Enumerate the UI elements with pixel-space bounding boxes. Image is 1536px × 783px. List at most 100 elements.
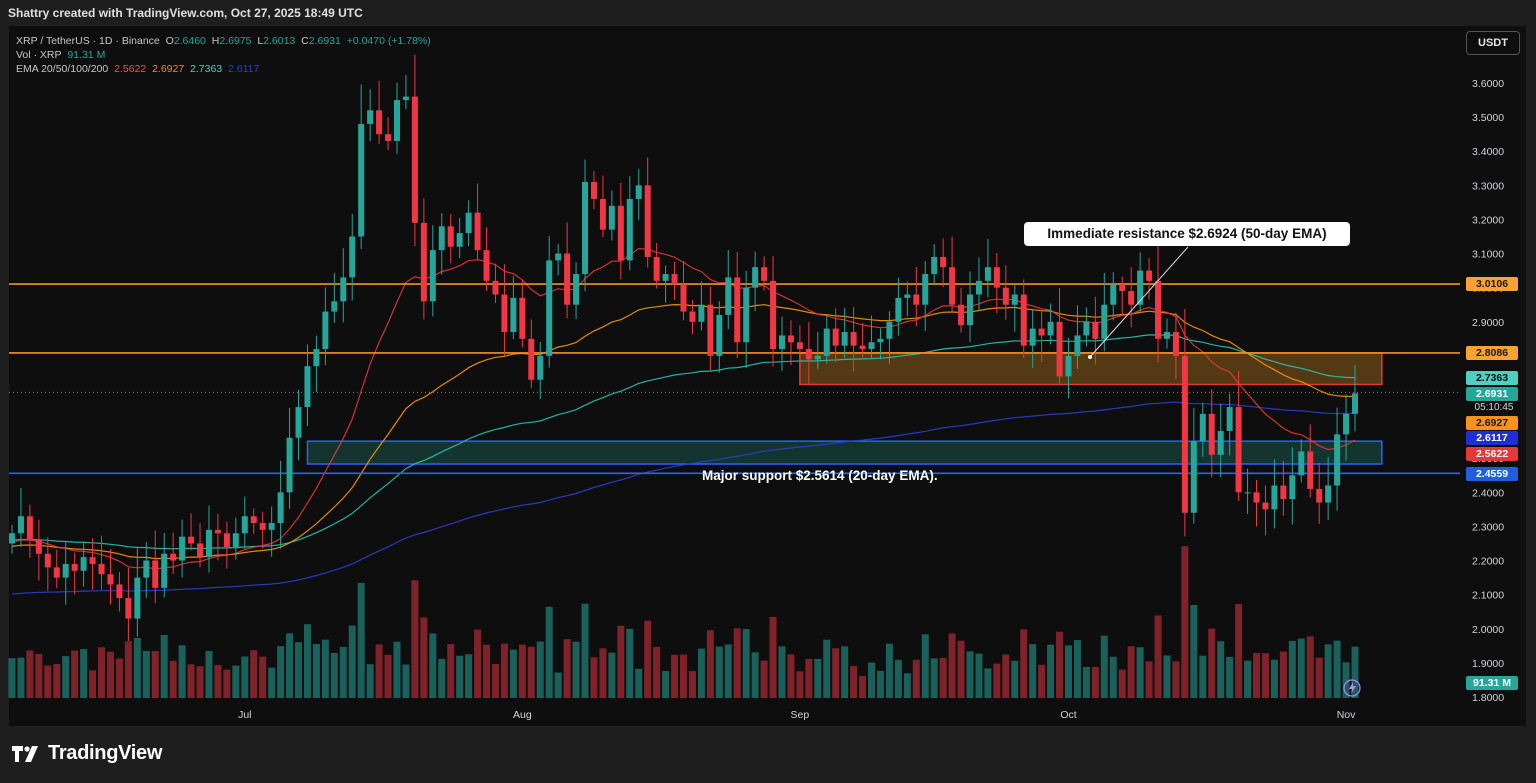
candle — [823, 314, 830, 364]
legend-symbol[interactable]: XRP / TetherUS · 1D · Binance — [16, 35, 160, 47]
volume-bar — [975, 653, 983, 698]
volume-bar — [850, 665, 858, 698]
candle-body — [984, 267, 991, 281]
volume-bar — [1118, 669, 1126, 698]
volume-bar — [80, 649, 88, 698]
resistance-annotation: Immediate resistance $2.6924 (50-day EMA… — [1024, 222, 1350, 246]
candle-body — [680, 284, 687, 312]
tradingview-logo[interactable]: TradingView — [12, 742, 162, 765]
volume-bar — [1109, 656, 1117, 698]
candle-body — [537, 355, 544, 380]
candle-body — [205, 529, 212, 558]
legend-volume-row[interactable]: Vol · XRP 91.31 M — [16, 48, 431, 62]
candle-body — [671, 274, 678, 285]
candle — [1020, 279, 1027, 358]
candle-body — [358, 123, 365, 237]
candle-body — [268, 523, 275, 530]
volume-bar — [1082, 666, 1090, 698]
candle — [26, 504, 33, 558]
candle — [1271, 459, 1278, 529]
close-label: C — [301, 35, 309, 47]
candle — [573, 262, 580, 320]
tradingview-logo-text: TradingView — [48, 742, 163, 764]
volume-bar — [1270, 659, 1278, 698]
volume-bar — [1253, 652, 1261, 698]
volume-bar — [1226, 656, 1234, 698]
candle — [1325, 457, 1332, 521]
volume-bar — [205, 650, 213, 698]
candle-body — [393, 100, 400, 141]
candle-body — [1083, 321, 1090, 336]
open-value: 2.6460 — [173, 35, 206, 47]
legend-symbol-row[interactable]: XRP / TetherUS · 1D · Binance O2.6460 H2… — [16, 34, 431, 48]
volume-bar — [483, 644, 491, 698]
volume-bar — [17, 657, 25, 698]
candle-body — [975, 280, 982, 295]
volume-bar — [348, 625, 356, 698]
candle-body — [850, 332, 857, 346]
candle — [841, 308, 848, 358]
candle-body — [617, 205, 624, 261]
volume-bar — [491, 663, 499, 698]
candle-body — [286, 437, 293, 493]
volume-bar — [706, 630, 714, 698]
currency-button[interactable]: USDT — [1466, 31, 1520, 55]
y-tick-label: 3.2000 — [1472, 214, 1504, 226]
volume-bar — [357, 582, 365, 698]
volume-bar — [232, 665, 240, 698]
candle — [116, 571, 123, 612]
legend-ema-row[interactable]: EMA 20/50/100/200 2.5622 2.6927 2.7363 2… — [16, 62, 431, 76]
candle-body — [9, 533, 15, 544]
volume-bar — [295, 642, 303, 698]
candle — [1047, 303, 1054, 345]
candlestick-chart[interactable]: 1.8000 1.9000 2.0000 2.1000 2.2000 2.3000 2.40… — [0, 0, 1536, 726]
candle-body — [1307, 451, 1314, 489]
volume-bar — [393, 641, 401, 698]
candle — [313, 335, 320, 393]
candle-body — [134, 577, 141, 619]
chart-frame[interactable] — [9, 26, 1526, 726]
candle-body — [53, 567, 60, 578]
volume-bar — [957, 640, 965, 698]
candle — [1316, 462, 1323, 524]
volume-bar — [375, 644, 383, 698]
volume-bar — [196, 666, 204, 698]
candle — [743, 270, 750, 369]
volume-bar — [8, 658, 16, 698]
candle — [358, 84, 365, 250]
volume-bar — [1154, 615, 1162, 698]
volume-bar — [912, 659, 920, 698]
volume-bar — [832, 648, 840, 698]
candle — [1262, 485, 1269, 536]
ema20-value: 2.5622 — [114, 63, 147, 75]
volume-bar — [518, 644, 526, 698]
candle — [644, 157, 651, 268]
volume-bar — [644, 620, 652, 698]
volume-bar — [223, 669, 231, 698]
volume-bar — [89, 670, 97, 698]
y-tick-label: 2.2000 — [1472, 556, 1504, 568]
volume-bar — [1056, 631, 1064, 698]
candle-body — [725, 277, 732, 315]
candle — [1307, 424, 1314, 498]
volume-bar — [1342, 662, 1350, 698]
volume-bar — [724, 644, 732, 698]
candle — [1244, 468, 1251, 514]
candle — [1011, 285, 1018, 332]
volume-bar — [402, 664, 410, 698]
candle — [232, 517, 239, 560]
candle — [286, 407, 293, 509]
candle — [546, 235, 553, 368]
candle — [922, 260, 929, 331]
volume-bar — [26, 650, 34, 698]
candle-body — [1110, 284, 1117, 305]
volume-bar — [1172, 661, 1180, 698]
volume-bar — [554, 672, 562, 698]
candle-body — [913, 294, 920, 305]
volume-bar — [133, 637, 141, 698]
volume-bar — [312, 643, 320, 698]
volume-bar — [1038, 664, 1046, 698]
candle-body — [44, 553, 51, 568]
candle-body — [474, 212, 481, 251]
candle — [107, 549, 114, 605]
